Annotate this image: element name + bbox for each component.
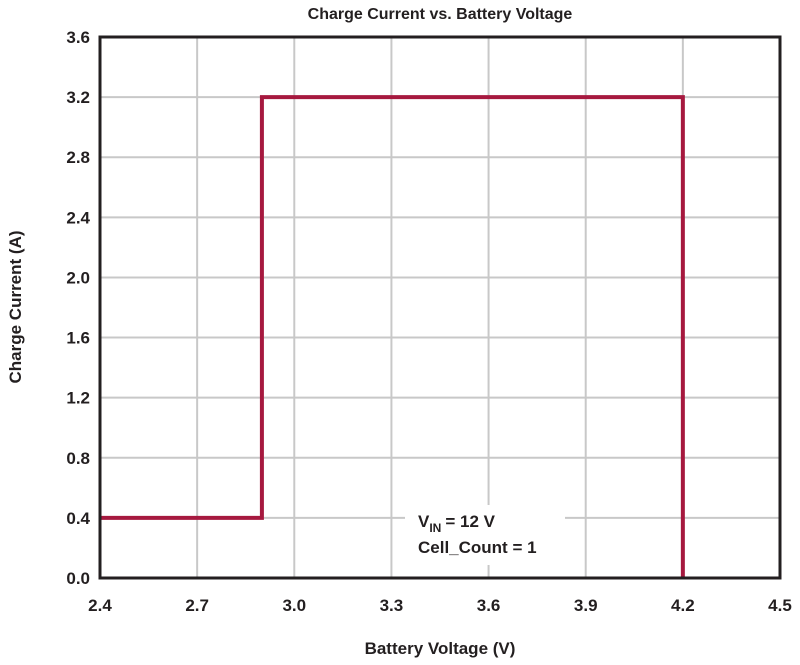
x-axis-label: Battery Voltage (V)	[365, 639, 516, 658]
y-tick-label: 2.0	[66, 268, 90, 287]
x-tick-label: 4.2	[671, 596, 695, 615]
y-tick-label: 0.0	[66, 569, 90, 588]
annotation-background	[405, 505, 565, 565]
x-tick-label: 3.9	[574, 596, 598, 615]
grid	[99, 36, 781, 579]
y-tick-label: 0.8	[66, 449, 90, 468]
plot-frame	[98, 35, 782, 580]
x-tick-label: 2.4	[88, 596, 112, 615]
y-tick-label: 2.4	[66, 208, 90, 227]
series-line	[100, 95, 685, 578]
annotation-cell-count: Cell_Count = 1	[418, 538, 537, 557]
y-tick-label: 0.4	[66, 509, 90, 528]
x-tick-label: 3.6	[477, 596, 501, 615]
x-tick-label: 4.5	[768, 596, 792, 615]
x-tick-label: 2.7	[185, 596, 209, 615]
y-axis-label: Charge Current (A)	[6, 230, 25, 383]
y-tick-label: 1.2	[66, 389, 90, 408]
x-tick-label: 3.3	[380, 596, 404, 615]
y-tick-label: 1.6	[66, 329, 90, 348]
annotation-vin: VIN = 12 V	[418, 512, 496, 535]
x-tick-label: 3.0	[282, 596, 306, 615]
y-tick-label: 2.8	[66, 148, 90, 167]
y-tick-label: 3.6	[66, 28, 90, 47]
chart-title: Charge Current vs. Battery Voltage	[308, 6, 573, 23]
y-tick-label: 3.2	[66, 88, 90, 107]
